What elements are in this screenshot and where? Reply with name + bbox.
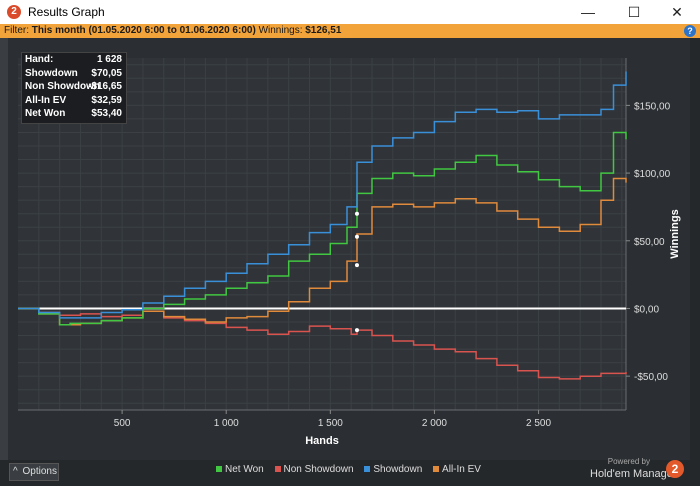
legend-item-net-won[interactable]: Net Won (216, 464, 264, 475)
y-tick-label: $0,00 (634, 304, 659, 315)
allin-value: $32,59 (91, 94, 122, 106)
maximize-button[interactable]: ☐ (627, 4, 641, 20)
legend-label: Net Won (225, 464, 264, 475)
options-button[interactable]: ^ Options (9, 463, 59, 481)
series-line-showdown (18, 71, 627, 319)
x-tick-label: 2 000 (422, 418, 447, 429)
y-tick-label: $50,00 (634, 237, 665, 248)
series-line-net-won (18, 131, 627, 326)
allin-label: All-In EV (25, 94, 67, 106)
stat-row-netwon: Net Won $53,40 (22, 107, 126, 121)
stats-overlay: Hand: 1 628 Showdown $70,05 Non Showdown… (21, 52, 127, 124)
minimize-button[interactable]: — (581, 4, 595, 20)
app-logo-icon: 2 (7, 5, 21, 19)
y-tick-label: $100,00 (634, 169, 671, 180)
legend-item-non-showdown[interactable]: Non Showdown (274, 464, 354, 475)
legend-swatch (216, 466, 222, 473)
chevron-up-icon: ^ (13, 466, 18, 477)
filter-label: Filter: (4, 25, 29, 36)
filter-value[interactable]: This month (01.05.2020 6:00 to 01.06.202… (31, 25, 256, 36)
legend-swatch (274, 466, 281, 473)
brand-name: Hold'em Manager (590, 468, 677, 480)
legend-label: Non Showdown (283, 464, 354, 475)
bottom-toolbar (0, 460, 700, 486)
powered-by-text: Powered by (607, 457, 650, 466)
showdown-label: Showdown (25, 67, 78, 79)
options-label: Options (22, 466, 57, 477)
stat-row-hand: Hand: 1 628 (22, 53, 126, 67)
y-tick-label: $150,00 (634, 101, 671, 112)
x-axis-label: Hands (305, 435, 339, 447)
netwon-label: Net Won (25, 108, 66, 119)
legend-swatch (433, 466, 440, 473)
winnings-label: Winnings: (258, 25, 303, 36)
window-title: Results Graph (28, 5, 105, 19)
legend-swatch (364, 466, 371, 473)
x-tick-label: 1 500 (318, 418, 343, 429)
powered-by-branding: Powered by Hold'em Manager 2 (590, 457, 690, 482)
hand-marker (354, 328, 359, 333)
hm-logo-icon: 2 (666, 460, 684, 478)
x-tick-label: 2 500 (526, 418, 551, 429)
showdown-value: $70,05 (91, 67, 122, 79)
hand-marker (354, 211, 359, 216)
legend-label: All-In EV (442, 464, 481, 475)
series-line-non-showdown (18, 307, 627, 380)
left-panel-edge (0, 38, 8, 462)
right-panel-edge (690, 38, 700, 462)
x-tick-label: 1 000 (214, 418, 239, 429)
stat-row-showdown: Showdown $70,05 (22, 67, 126, 81)
nonshowdown-value: -$16,65 (88, 81, 122, 92)
legend-label: Showdown (373, 464, 423, 475)
legend-item-showdown[interactable]: Showdown (364, 464, 422, 475)
legend-item-all-in-ev[interactable]: All-In EV (433, 464, 481, 475)
hand-marker (354, 263, 359, 268)
help-icon[interactable]: ? (684, 25, 696, 37)
nonshowdown-label: Non Showdown (25, 81, 100, 92)
y-axis-label: Winnings (669, 209, 681, 258)
hand-label: Hand: (25, 54, 54, 65)
hand-value: 1 628 (96, 54, 122, 65)
x-tick-label: 500 (114, 418, 131, 429)
hand-marker (354, 234, 359, 239)
y-tick-label: -$50,00 (634, 372, 668, 383)
chart-legend: Net Won Non Showdown Showdown All-In EV (216, 464, 489, 475)
stat-row-nonshowdown: Non Showdown -$16,65 (22, 80, 126, 94)
stat-row-allin: All-In EV $32,59 (22, 94, 126, 108)
window-titlebar: 2 Results Graph — ☐ ✕ (0, 0, 700, 25)
close-button[interactable]: ✕ (671, 4, 683, 20)
winnings-value: $126,51 (305, 25, 342, 36)
netwon-value: $53,40 (91, 108, 122, 119)
filter-bar: Filter: This month (01.05.2020 6:00 to 0… (0, 24, 700, 38)
